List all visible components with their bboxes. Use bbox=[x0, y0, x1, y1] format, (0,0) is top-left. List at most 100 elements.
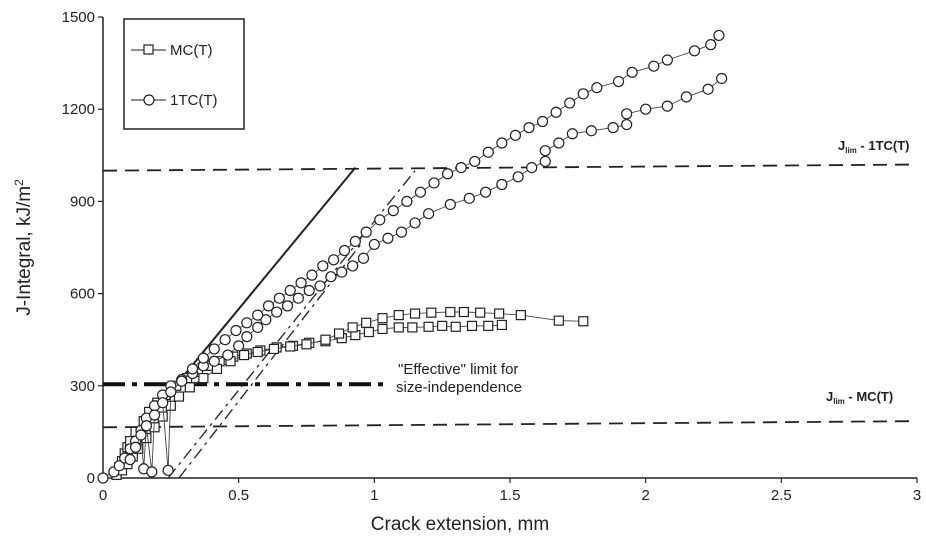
1tct-b-point bbox=[713, 29, 725, 42]
1tct-b-point bbox=[496, 137, 508, 149]
1tct-a-point bbox=[357, 252, 370, 264]
1tct-b-point bbox=[273, 292, 285, 304]
x-tick-label: 0.5 bbox=[228, 487, 249, 504]
mct-a-point bbox=[483, 320, 494, 331]
1tct-b-point bbox=[135, 429, 147, 441]
1tct-a-point bbox=[566, 128, 579, 140]
1tct-a-point bbox=[336, 266, 348, 278]
mct-b-point bbox=[252, 346, 263, 358]
jlim-mct-rest: - MC(T) bbox=[845, 389, 893, 404]
offset-blunting-line bbox=[167, 170, 416, 479]
1tct-b-point bbox=[284, 284, 296, 297]
1tct-b-point bbox=[306, 269, 318, 281]
mct-b-point bbox=[268, 343, 280, 355]
1tct-b-point bbox=[564, 97, 576, 109]
mct-b-point bbox=[409, 308, 421, 319]
1tct-b-point bbox=[295, 277, 307, 289]
1tct-a-point bbox=[281, 300, 294, 312]
1tct-b-point bbox=[262, 300, 275, 312]
effective-limit-label-line2: size-independence bbox=[396, 379, 522, 396]
1tct-a-point bbox=[252, 321, 264, 334]
construction-lines bbox=[161, 166, 416, 479]
1tct-b-point bbox=[509, 129, 522, 141]
y-axis-title: J-Integral, kJ/m2 bbox=[12, 179, 35, 316]
1tct-a-point bbox=[347, 260, 359, 272]
1tct-b-point bbox=[550, 106, 562, 118]
mct-b-point bbox=[494, 308, 505, 319]
1tct-a-point bbox=[222, 349, 234, 361]
legend-label-1tct: 1TC(T) bbox=[170, 92, 218, 109]
1tct-a-point bbox=[607, 122, 619, 134]
1tct-a-point bbox=[241, 331, 253, 343]
1tct-b-point bbox=[148, 409, 161, 421]
effective-limit-label-line1: "Effective" limit for bbox=[398, 361, 518, 378]
1tct-a-point bbox=[314, 280, 326, 292]
mct-b-point bbox=[184, 382, 195, 393]
1tct-a-point bbox=[526, 161, 538, 174]
y-tick-label: 600 bbox=[70, 286, 95, 303]
x-tick-label: 1 bbox=[370, 487, 378, 504]
1tct-b-point bbox=[219, 334, 231, 346]
1tct-a-point bbox=[97, 472, 109, 484]
1tct-b-curve bbox=[129, 35, 720, 472]
mct-b-point bbox=[426, 307, 437, 318]
1tct-b-point bbox=[146, 466, 158, 478]
1tct-b-point bbox=[140, 420, 153, 432]
legend-box bbox=[123, 18, 245, 130]
1tct-a-point bbox=[382, 232, 394, 244]
tick-labels: 0 0.5 1 1.5 2 2.5 3 0 300 600 900 1200 1500 bbox=[62, 9, 922, 504]
1tct-a-point bbox=[640, 103, 652, 115]
1tct-a-point bbox=[553, 137, 565, 149]
1tct-a-curve bbox=[102, 78, 722, 479]
1tct-a-point bbox=[479, 186, 492, 198]
1tct-b-point bbox=[482, 146, 494, 158]
mct-b-point bbox=[238, 349, 250, 361]
1tct-b-point bbox=[317, 260, 329, 272]
1tct-a-point bbox=[409, 217, 421, 229]
legend-circle-icon bbox=[143, 94, 155, 106]
1tct-b-point bbox=[241, 317, 253, 329]
mct-b-point bbox=[393, 310, 404, 321]
1tct-b-point bbox=[626, 66, 638, 78]
1tct-a-point bbox=[585, 125, 598, 137]
1tct-a-point bbox=[463, 192, 475, 204]
1tct-b-point bbox=[523, 122, 535, 134]
mct-b-point bbox=[333, 328, 345, 339]
1tct-b-point bbox=[328, 254, 340, 266]
jlim-1tct-rest: - 1TC(T) bbox=[857, 138, 910, 153]
mct-a-point bbox=[407, 322, 418, 333]
1tct-b-point bbox=[661, 54, 673, 66]
1tct-a-point bbox=[292, 292, 304, 304]
1tct-b-point bbox=[469, 155, 481, 168]
y-tick-label: 900 bbox=[70, 193, 95, 210]
1tct-a-point bbox=[539, 145, 551, 157]
jlim-1tct-j: J bbox=[838, 138, 845, 153]
1tct-b-point bbox=[124, 453, 136, 466]
1tct-b-point bbox=[688, 45, 701, 57]
y-tick-label: 1500 bbox=[62, 9, 95, 26]
jlim-mct-label: Jlim - MC(T) bbox=[826, 389, 893, 406]
mct-b-point bbox=[347, 322, 358, 333]
data-series bbox=[97, 29, 728, 484]
mct-b-point bbox=[578, 316, 589, 327]
1tct-b-point bbox=[186, 363, 199, 375]
mct-a-point bbox=[466, 320, 478, 331]
jlim-dashed-line bbox=[102, 163, 918, 172]
mct-a-point bbox=[393, 322, 404, 333]
jlim-dashed-line bbox=[102, 420, 918, 429]
1tct-a-point bbox=[444, 198, 456, 211]
x-tick-label: 2 bbox=[641, 487, 649, 504]
1tct-b-point bbox=[162, 464, 174, 476]
mct-b-point bbox=[198, 373, 209, 384]
1tct-b-point bbox=[197, 352, 209, 364]
jlim-mct-j: J bbox=[826, 389, 833, 404]
blunting-line bbox=[161, 166, 357, 402]
1tct-b-point bbox=[648, 60, 660, 72]
1tct-b-point bbox=[577, 88, 589, 100]
reference-line-labels: Jlim - 1TC(T) Jlim - MC(T) "Effective" l… bbox=[396, 138, 910, 406]
svg-text:J-Integral, kJ/m2: J-Integral, kJ/m2 bbox=[12, 179, 35, 316]
1tct-a-point bbox=[233, 340, 245, 352]
1tct-a-point bbox=[539, 155, 551, 168]
1tct-b-point bbox=[591, 82, 603, 94]
1tct-a-point bbox=[621, 108, 633, 120]
